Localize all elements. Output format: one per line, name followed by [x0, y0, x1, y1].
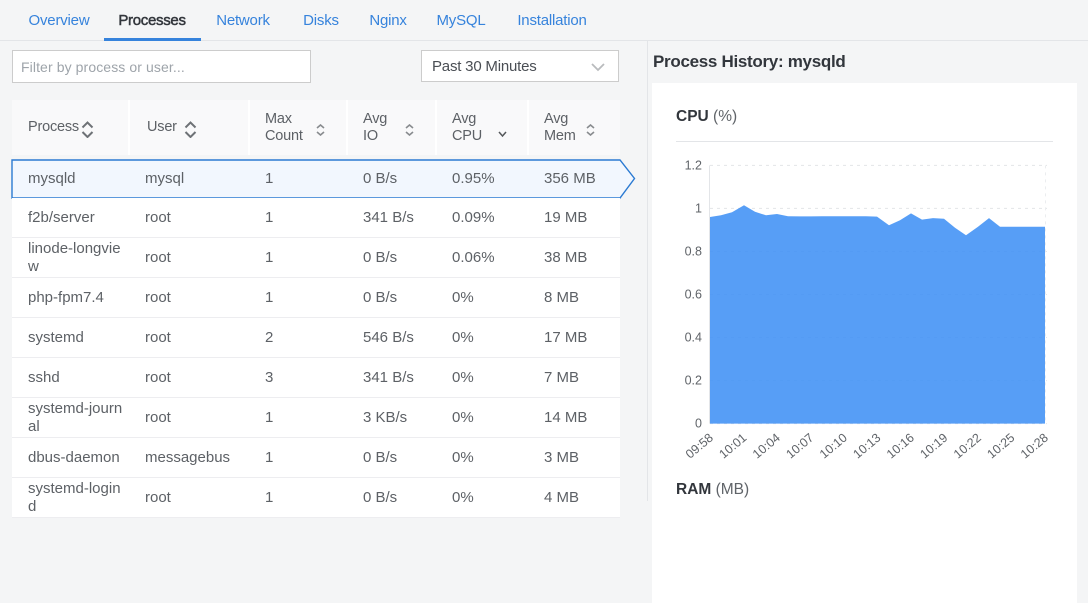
- svg-text:0.6: 0.6: [685, 288, 702, 302]
- svg-text:10:25: 10:25: [984, 431, 1017, 462]
- svg-text:10:22: 10:22: [951, 431, 984, 462]
- svg-text:10:04: 10:04: [750, 431, 783, 462]
- svg-text:10:10: 10:10: [817, 431, 850, 462]
- svg-text:0: 0: [695, 417, 702, 431]
- svg-text:0.2: 0.2: [685, 374, 702, 388]
- svg-text:10:01: 10:01: [716, 431, 749, 462]
- svg-text:10:28: 10:28: [1018, 431, 1051, 462]
- svg-text:10:19: 10:19: [917, 431, 950, 462]
- svg-text:10:16: 10:16: [884, 431, 917, 462]
- svg-text:0.8: 0.8: [685, 245, 702, 259]
- svg-text:10:07: 10:07: [783, 431, 816, 462]
- svg-text:0.4: 0.4: [685, 331, 702, 345]
- svg-text:1.2: 1.2: [685, 158, 702, 172]
- svg-text:10:13: 10:13: [850, 431, 883, 462]
- svg-text:09:58: 09:58: [683, 431, 716, 462]
- svg-text:1: 1: [695, 201, 702, 215]
